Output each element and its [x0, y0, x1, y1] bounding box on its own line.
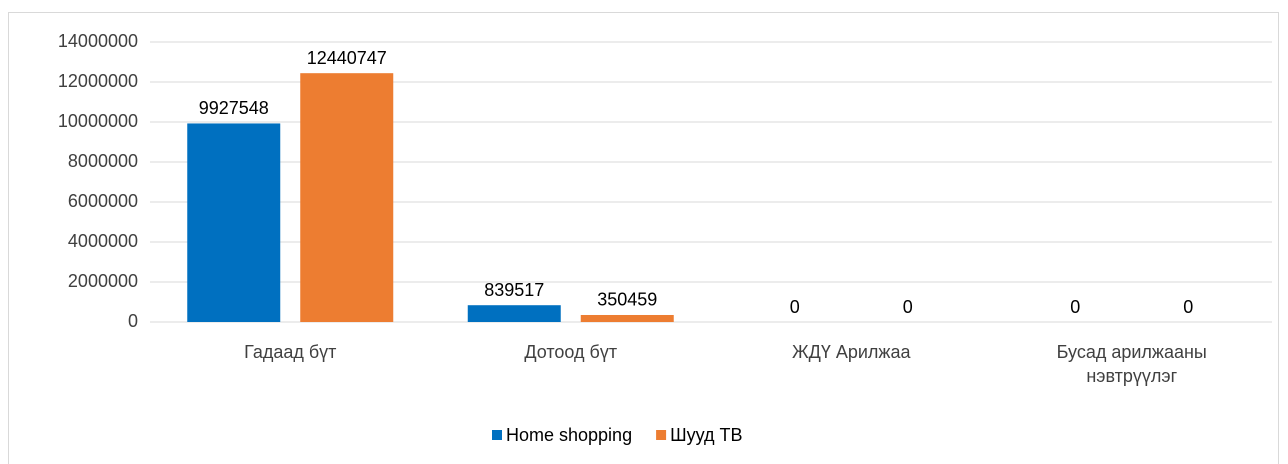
y-tick-label: 6000000	[68, 191, 138, 211]
y-tick-label: 0	[128, 311, 138, 331]
x-tick-label: Дотоод бүт	[524, 342, 618, 362]
legend-label: Home shopping	[506, 425, 632, 445]
data-label: 0	[1183, 297, 1193, 317]
legend-label: Шууд ТВ	[670, 425, 742, 445]
data-label: 0	[903, 297, 913, 317]
x-tick-label: ЖДҮ Арилжаа	[792, 342, 911, 362]
data-label: 0	[790, 297, 800, 317]
x-tick-label: Бусад арилжааны нэвтрүүлэг	[1056, 342, 1207, 386]
data-label: 12440747	[307, 48, 387, 68]
y-tick-label: 8000000	[68, 151, 138, 171]
x-tick-label: Гадаад бүт	[244, 342, 337, 362]
data-label: 0	[1070, 297, 1080, 317]
bar	[580, 314, 674, 322]
bar	[187, 123, 281, 323]
legend-swatch	[492, 430, 502, 440]
chart-border	[8, 12, 1279, 464]
y-tick-label: 12000000	[58, 71, 138, 91]
y-tick-label: 2000000	[68, 271, 138, 291]
y-tick-label: 4000000	[68, 231, 138, 251]
data-label: 350459	[597, 290, 657, 310]
data-label: 9927548	[199, 98, 269, 118]
bar	[467, 305, 561, 322]
bar	[300, 73, 394, 322]
y-tick-label: 14000000	[58, 31, 138, 51]
y-tick-label: 10000000	[58, 111, 138, 131]
data-label: 839517	[484, 280, 544, 300]
legend-swatch	[656, 430, 667, 440]
